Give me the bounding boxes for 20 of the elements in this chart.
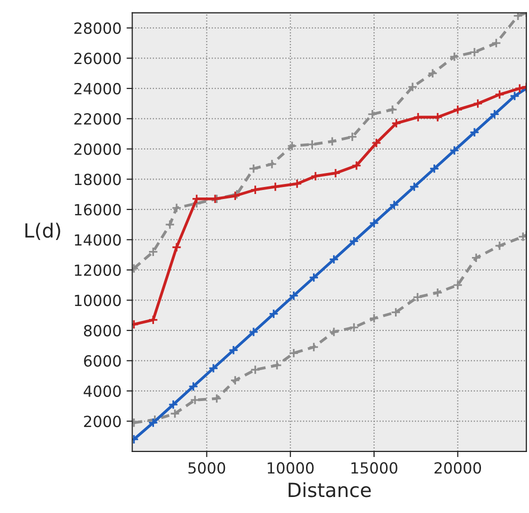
y-tick-label: 12000 <box>74 264 121 276</box>
y-tick-label: 22000 <box>74 113 121 125</box>
x-tick-label: 5000 <box>188 462 226 474</box>
x-tick-label: 15000 <box>351 462 398 474</box>
x-tick-label: 10000 <box>268 462 314 474</box>
y-tick-label: 26000 <box>74 52 121 64</box>
y-tick-label: 18000 <box>74 174 121 186</box>
y-tick-label: 20000 <box>74 143 121 155</box>
y-tick-label: 28000 <box>74 22 121 34</box>
y-axis-title: L(d) <box>25 222 60 240</box>
y-tick-label: 4000 <box>84 385 121 397</box>
x-tick-label: 20000 <box>434 462 482 474</box>
y-tick-label: 6000 <box>84 355 121 367</box>
y-tick-label: 16000 <box>74 204 121 216</box>
y-tick-label: 2000 <box>84 416 121 428</box>
y-tick-label: 10000 <box>74 294 121 306</box>
y-tick-label: 8000 <box>84 324 121 336</box>
y-tick-label: 24000 <box>74 82 121 94</box>
y-tick-label: 14000 <box>74 234 121 246</box>
x-axis-title: Distance <box>288 482 371 498</box>
